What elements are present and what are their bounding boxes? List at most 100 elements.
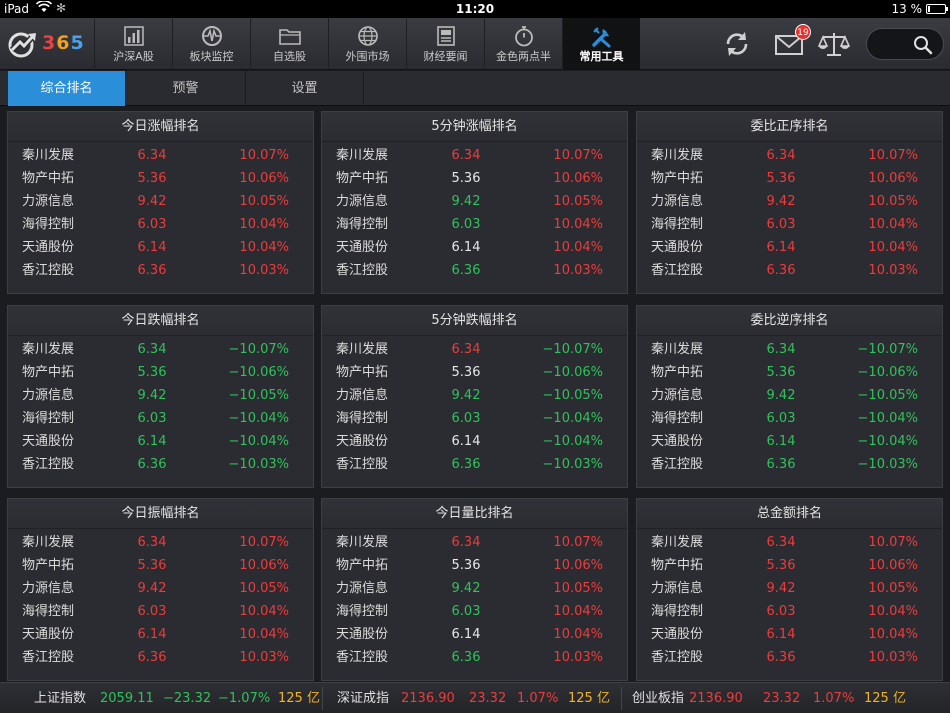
stock-row[interactable]: 香江控股 6.36 10.03% [322,259,627,282]
stock-change-percent: −10.03% [857,457,918,472]
nav-tab-a-shares[interactable]: 沪深A股 [94,18,172,70]
stock-row[interactable]: 物产中拓 5.36 10.06% [637,167,942,190]
stock-row[interactable]: 秦川发展 6.34 −10.07% [322,338,627,361]
ranking-panel-total-turnover[interactable]: 总金额排名 秦川发展 6.34 10.07% 物产中拓 5.36 10.06% 力源信息 9.4… [636,498,943,681]
stock-row[interactable]: 天通股份 6.14 10.04% [8,623,313,646]
stock-row[interactable]: 秦川发展 6.34 −10.07% [8,338,313,361]
messages-button[interactable]: 19 [773,24,811,59]
stock-row[interactable]: 天通股份 6.14 −10.04% [322,430,627,453]
stock-row[interactable]: 香江控股 6.36 −10.03% [8,453,313,476]
stock-row[interactable]: 海得控制 6.03 10.04% [8,600,313,623]
stock-row[interactable]: 海得控制 6.03 10.04% [322,600,627,623]
nav-tab-sector-monitor[interactable]: 板块监控 [172,18,250,70]
stock-row[interactable]: 海得控制 6.03 −10.04% [322,407,627,430]
index-shenzhen[interactable]: 深证成指 2136.90 23.32 1.07% 125 亿 [323,683,619,713]
stock-row[interactable]: 天通股份 6.14 −10.04% [8,430,313,453]
stock-row[interactable]: 力源信息 9.42 10.05% [637,577,942,600]
stock-name: 天通股份 [22,240,75,255]
nav-tab-global-markets[interactable]: 外围市场 [328,18,406,70]
stock-row[interactable]: 力源信息 9.42 −10.05% [637,384,942,407]
tab-settings[interactable]: 设置 [246,71,364,106]
stock-name: 力源信息 [22,194,75,209]
stock-row[interactable]: 秦川发展 6.34 10.07% [8,531,313,554]
ranking-panel-bid-ask-ratio-asc[interactable]: 委比正序排名 秦川发展 6.34 10.07% 物产中拓 5.36 10.06% 力源信息 9.… [636,111,943,294]
app-logo[interactable]: 365 [6,26,86,62]
stock-price: 6.34 [137,148,167,163]
stock-price: 6.03 [451,217,481,232]
stock-row[interactable]: 秦川发展 6.34 10.07% [322,531,627,554]
stock-row[interactable]: 海得控制 6.03 10.04% [637,213,942,236]
stock-change-percent: 10.04% [868,217,918,232]
refresh-button[interactable] [720,29,754,59]
ranking-panel-5min-gainers[interactable]: 5分钟涨幅排名 秦川发展 6.34 10.07% 物产中拓 5.36 10.06% 力源信息 9… [321,111,628,294]
stock-name: 秦川发展 [336,148,389,163]
nav-tab-financial-news[interactable]: 财经要闻 [406,18,484,70]
stock-change-percent: −10.04% [542,434,603,449]
stock-row[interactable]: 力源信息 9.42 10.05% [637,190,942,213]
stock-row[interactable]: 香江控股 6.36 10.03% [8,259,313,282]
stock-row[interactable]: 力源信息 9.42 10.05% [322,577,627,600]
ranking-panel-5min-losers[interactable]: 5分钟跌幅排名 秦川发展 6.34 −10.07% 物产中拓 5.36 −10.06% 力源信… [321,305,628,488]
stock-row[interactable]: 物产中拓 5.36 10.06% [8,167,313,190]
stock-row[interactable]: 香江控股 6.36 −10.03% [322,453,627,476]
stock-row[interactable]: 天通股份 6.14 10.04% [8,236,313,259]
nav-tab-common-tools[interactable]: 常用工具 [562,18,640,70]
compare-button[interactable] [817,29,852,59]
stock-change-percent: −10.05% [228,388,289,403]
stock-row[interactable]: 物产中拓 5.36 −10.06% [322,361,627,384]
stock-price: 6.36 [137,263,167,278]
stock-row[interactable]: 秦川发展 6.34 10.07% [637,144,942,167]
nav-tab-golden-230[interactable]: 金色两点半 [484,18,562,70]
stock-change-percent: 10.04% [553,217,603,232]
stock-row[interactable]: 香江控股 6.36 10.03% [637,259,942,282]
stock-row[interactable]: 物产中拓 5.36 10.06% [637,554,942,577]
stock-row[interactable]: 力源信息 9.42 −10.05% [322,384,627,407]
stock-row[interactable]: 力源信息 9.42 −10.05% [8,384,313,407]
nav-tab-watchlist[interactable]: 自选股 [250,18,328,70]
tab-overall-ranking[interactable]: 综合排名 [8,71,126,106]
stock-row[interactable]: 物产中拓 5.36 −10.06% [637,361,942,384]
stock-row[interactable]: 天通股份 6.14 10.04% [322,623,627,646]
stock-row[interactable]: 秦川发展 6.34 10.07% [637,531,942,554]
stock-row[interactable]: 秦川发展 6.34 −10.07% [637,338,942,361]
stock-change-percent: 10.04% [868,627,918,642]
stock-row[interactable]: 香江控股 6.36 10.03% [8,646,313,669]
stock-row[interactable]: 物产中拓 5.36 10.06% [322,167,627,190]
stock-change-percent: 10.05% [868,194,918,209]
index-chinext[interactable]: 创业板指 2136.90 23.32 1.07% 125 亿 [622,683,950,713]
stock-row[interactable]: 力源信息 9.42 10.05% [322,190,627,213]
stock-row[interactable]: 香江控股 6.36 10.03% [637,646,942,669]
stock-row[interactable]: 海得控制 6.03 10.04% [637,600,942,623]
stock-row[interactable]: 香江控股 6.36 −10.03% [637,453,942,476]
stock-row[interactable]: 天通股份 6.14 10.04% [637,623,942,646]
stock-row[interactable]: 物产中拓 5.36 10.06% [322,554,627,577]
stock-row[interactable]: 天通股份 6.14 10.04% [637,236,942,259]
stock-row[interactable]: 力源信息 9.42 10.05% [8,577,313,600]
stock-row[interactable]: 秦川发展 6.34 10.07% [8,144,313,167]
stock-price: 6.36 [451,457,481,472]
stock-row[interactable]: 天通股份 6.14 −10.04% [637,430,942,453]
stock-row[interactable]: 力源信息 9.42 10.05% [8,190,313,213]
stock-name: 物产中拓 [651,558,704,573]
stock-row[interactable]: 海得控制 6.03 −10.04% [8,407,313,430]
stock-change-percent: −10.04% [228,411,289,426]
stock-row[interactable]: 物产中拓 5.36 10.06% [8,554,313,577]
stock-row[interactable]: 海得控制 6.03 10.04% [322,213,627,236]
index-shanghai[interactable]: 上证指数 2059.11 −23.32 −1.07% 125 亿 [0,683,320,713]
ranking-panel-today-gainers[interactable]: 今日涨幅排名 秦川发展 6.34 10.07% 物产中拓 5.36 10.06% 力源信息 9.… [7,111,314,294]
ranking-panel-today-losers[interactable]: 今日跌幅排名 秦川发展 6.34 −10.07% 物产中拓 5.36 −10.06% 力源信息… [7,305,314,488]
stock-row[interactable]: 物产中拓 5.36 −10.06% [8,361,313,384]
search-button[interactable] [866,28,944,60]
stock-row[interactable]: 香江控股 6.36 10.03% [322,646,627,669]
ranking-panel-today-volume-ratio[interactable]: 今日量比排名 秦川发展 6.34 10.07% 物产中拓 5.36 10.06% 力源信息 9.… [321,498,628,681]
stock-price: 6.14 [451,434,481,449]
index-volume: 125 亿 [278,691,320,706]
index-volume: 125 亿 [568,691,610,706]
stock-row[interactable]: 天通股份 6.14 10.04% [322,236,627,259]
stock-row[interactable]: 海得控制 6.03 −10.04% [637,407,942,430]
ranking-panel-today-amplitude[interactable]: 今日振幅排名 秦川发展 6.34 10.07% 物产中拓 5.36 10.06% 力源信息 9.… [7,498,314,681]
tab-alerts[interactable]: 预警 [126,71,246,106]
stock-row[interactable]: 秦川发展 6.34 10.07% [322,144,627,167]
ranking-panel-bid-ask-ratio-desc[interactable]: 委比逆序排名 秦川发展 6.34 −10.07% 物产中拓 5.36 −10.06% 力源信息… [636,305,943,488]
stock-row[interactable]: 海得控制 6.03 10.04% [8,213,313,236]
